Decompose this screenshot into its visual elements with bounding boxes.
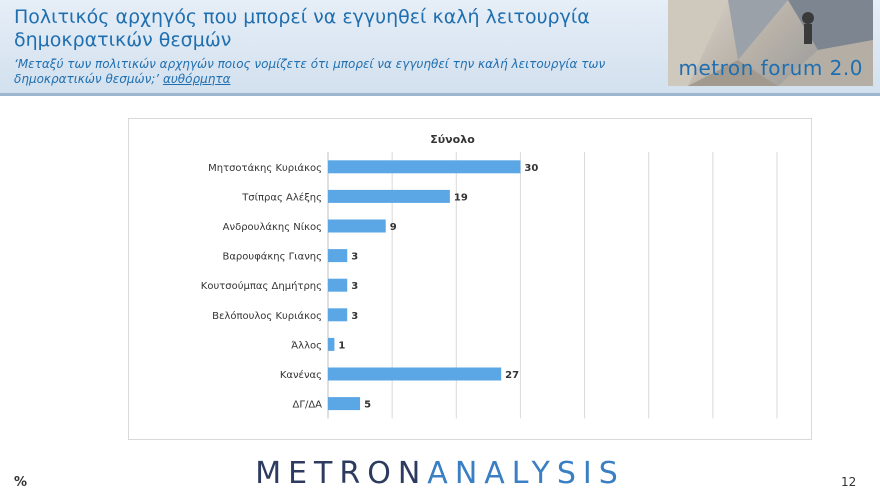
data-label: 3 [351,311,358,322]
bar [328,219,386,233]
bar [328,397,361,411]
unit-label: % [14,475,28,490]
category-label: Μητσοτάκης Κυριάκος [208,162,322,174]
data-label: 27 [505,370,519,381]
data-label: 9 [390,222,397,233]
bar [328,189,450,203]
logo-part-metron: METRON [255,456,428,491]
data-label: 3 [351,252,358,263]
bar [328,160,521,174]
brand-logo-text: metron forum 2.0 [678,56,863,80]
metron-analysis-logo: METRONANALYSIS [0,456,880,491]
logo-part-analysis: ANALYSIS [427,456,625,491]
bar [328,249,348,263]
category-label: Κουτσούμπας Δημήτρης [201,280,322,292]
question-note: αυθόρμητα [162,72,231,86]
chart-container: Σύνολο Μητσοτάκης Κυριάκος 30 Τσίπρας Αλέξη… [128,118,812,440]
category-label: Βελόπουλος Κυριάκος [212,310,322,322]
category-label: Τσίπρας Αλέξης [241,191,322,203]
category-label: Βαρουφάκης Γιανης [222,251,322,263]
bar [328,337,335,351]
page-title: Πολιτικός αρχηγός που μπορεί να εγγυηθεί… [14,6,590,51]
brand-banner-graphic [668,0,873,86]
bar [328,367,502,381]
data-label: 30 [524,163,538,174]
category-label: Κανένας [280,369,322,381]
question-text: ‘Μεταξύ των πολιτικών αρχηγών ποιος νομί… [14,57,654,87]
category-label: Άλλος [291,339,322,351]
data-label: 5 [364,400,371,411]
data-label: 3 [351,281,358,292]
category-label: ΔΓ/ΔΑ [293,400,323,411]
question-wording: ‘Μεταξύ των πολιτικών αρχηγών ποιος νομί… [14,57,606,86]
bar-chart: Σύνολο Μητσοτάκης Κυριάκος 30 Τσίπρας Αλέξη… [201,133,778,419]
bar [328,308,348,322]
brand-banner: metron forum 2.0 [668,0,873,86]
data-label: 19 [454,192,468,203]
data-label: 1 [338,340,345,351]
category-label: Ανδρουλάκης Νίκος [223,221,322,233]
chart-title: Σύνολο [430,133,475,146]
header-divider [0,93,880,96]
bar [328,278,348,292]
page-number: 12 [841,475,857,489]
